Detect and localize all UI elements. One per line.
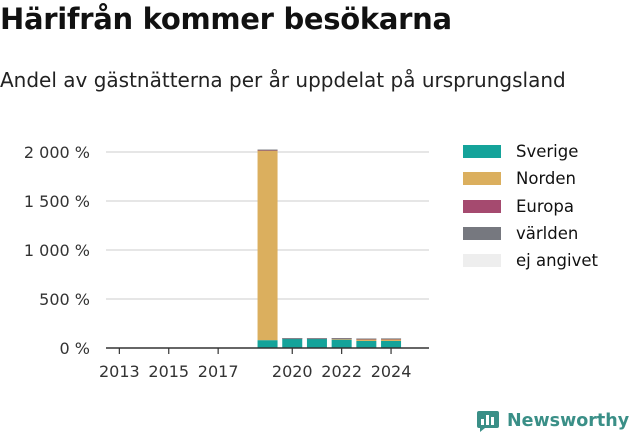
chart-subtitle: Andel av gästnätterna per år uppdelat på… <box>0 68 566 92</box>
legend-label: Europa <box>516 196 574 216</box>
x-tick-label: 2013 <box>99 362 140 381</box>
bar-segment-sverige <box>257 340 278 348</box>
bar-segment-sverige <box>282 338 303 348</box>
bar-chart-speech-bubble-icon <box>477 411 499 432</box>
legend-item: ej angivet <box>463 247 598 274</box>
x-tick-label: 2022 <box>321 362 362 381</box>
legend-swatch <box>463 145 501 159</box>
x-tick-label: 2024 <box>371 362 412 381</box>
legend-item: världen <box>463 220 598 247</box>
legend-label: Sverige <box>516 142 579 162</box>
y-tick-label: 500 % <box>39 290 90 309</box>
bar-segment-sverige <box>306 338 327 348</box>
y-tick-label: 2 000 % <box>24 143 90 162</box>
legend-label: världen <box>516 224 579 244</box>
legend-swatch <box>463 172 501 186</box>
x-tick-label: 2015 <box>148 362 189 381</box>
bar-segment-världen <box>356 338 377 340</box>
legend-swatch <box>463 254 501 268</box>
legend-swatch <box>463 199 501 213</box>
brand-name: Newsworthy <box>507 411 630 431</box>
bar-segment-norden <box>356 339 377 341</box>
bar-segment-norden <box>257 150 278 341</box>
bar-segment-norden <box>381 339 402 341</box>
brand-logo: Newsworthy <box>476 409 629 433</box>
legend-label: Norden <box>516 169 577 189</box>
legend-item: Norden <box>463 165 598 192</box>
bar-segment-världen <box>306 338 327 339</box>
y-tick-label: 1 500 % <box>24 192 90 211</box>
bar-segment-norden <box>331 338 352 340</box>
bar-segment-världen <box>331 338 352 339</box>
y-tick-label: 0 % <box>60 339 90 358</box>
bar-segment-världen <box>282 338 303 339</box>
chart-legend: Sverige Norden Europa världen ej angivet <box>463 138 598 274</box>
x-tick-label: 2017 <box>198 362 239 381</box>
legend-item: Sverige <box>463 138 598 165</box>
bar-segment-världen <box>381 338 402 340</box>
chart-title: Härifrån kommer besökarna <box>0 2 452 36</box>
legend-item: Europa <box>463 193 598 220</box>
bar-segment-världen <box>257 149 278 151</box>
legend-swatch <box>463 227 501 241</box>
y-tick-label: 1 000 % <box>24 241 90 260</box>
bar-segment-sverige <box>331 339 352 348</box>
bar-segment-sverige <box>356 340 377 348</box>
bar-segment-sverige <box>381 340 402 348</box>
legend-label: ej angivet <box>516 251 598 271</box>
x-tick-label: 2020 <box>272 362 313 381</box>
